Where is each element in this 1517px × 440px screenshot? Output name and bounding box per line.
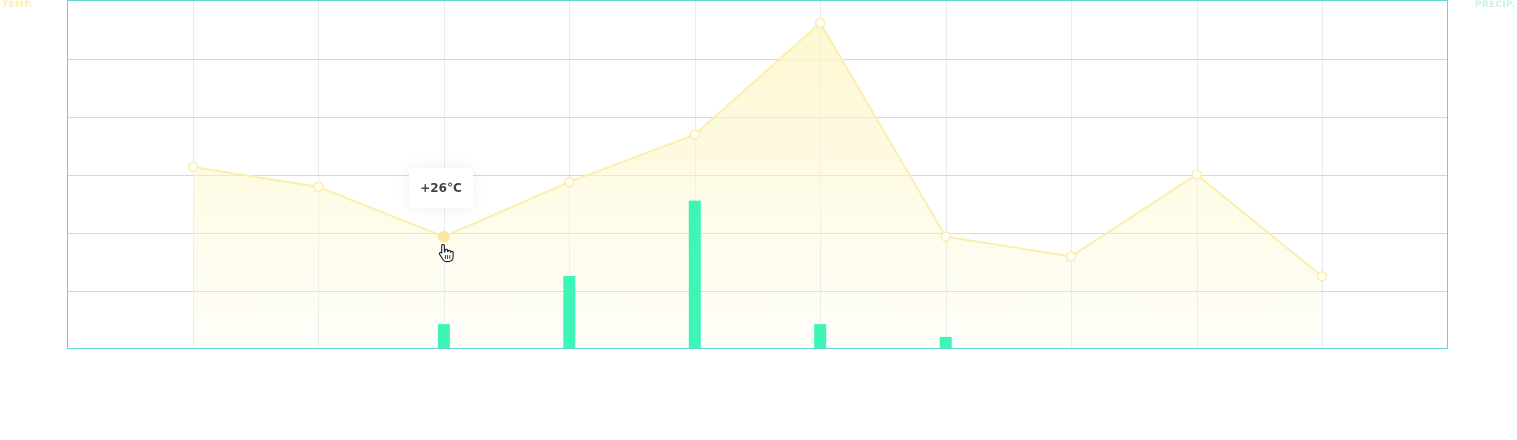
plot-border	[67, 0, 1448, 349]
temperature-point	[1191, 169, 1202, 180]
temperature-point	[1065, 251, 1077, 262]
temperature-point	[187, 161, 199, 173]
temperature-point	[313, 181, 324, 193]
temperature-line	[192, 21, 1323, 278]
temperature-point	[1316, 271, 1328, 282]
temperature-point	[814, 17, 826, 29]
precipitation-bar	[814, 324, 827, 349]
precipitation-bar	[688, 200, 701, 349]
precipitation-bar	[437, 324, 450, 349]
temperature-tooltip: +26°C	[409, 168, 473, 208]
temperature-point	[689, 129, 701, 140]
temperature-area	[193, 22, 1322, 349]
temperature-point	[563, 176, 575, 188]
temperature-points	[187, 17, 1328, 282]
temperature-axis-title: TEMP.	[2, 0, 34, 10]
precipitation-bar	[939, 336, 952, 349]
temperature-point	[940, 231, 952, 242]
hand-pointer-cursor-icon	[438, 243, 454, 263]
precipitation-bar	[563, 276, 576, 349]
precipitation-axis-title: PRECIP.	[1474, 0, 1515, 10]
precipitation-bars	[437, 200, 952, 349]
temperature-point-active	[438, 230, 450, 243]
